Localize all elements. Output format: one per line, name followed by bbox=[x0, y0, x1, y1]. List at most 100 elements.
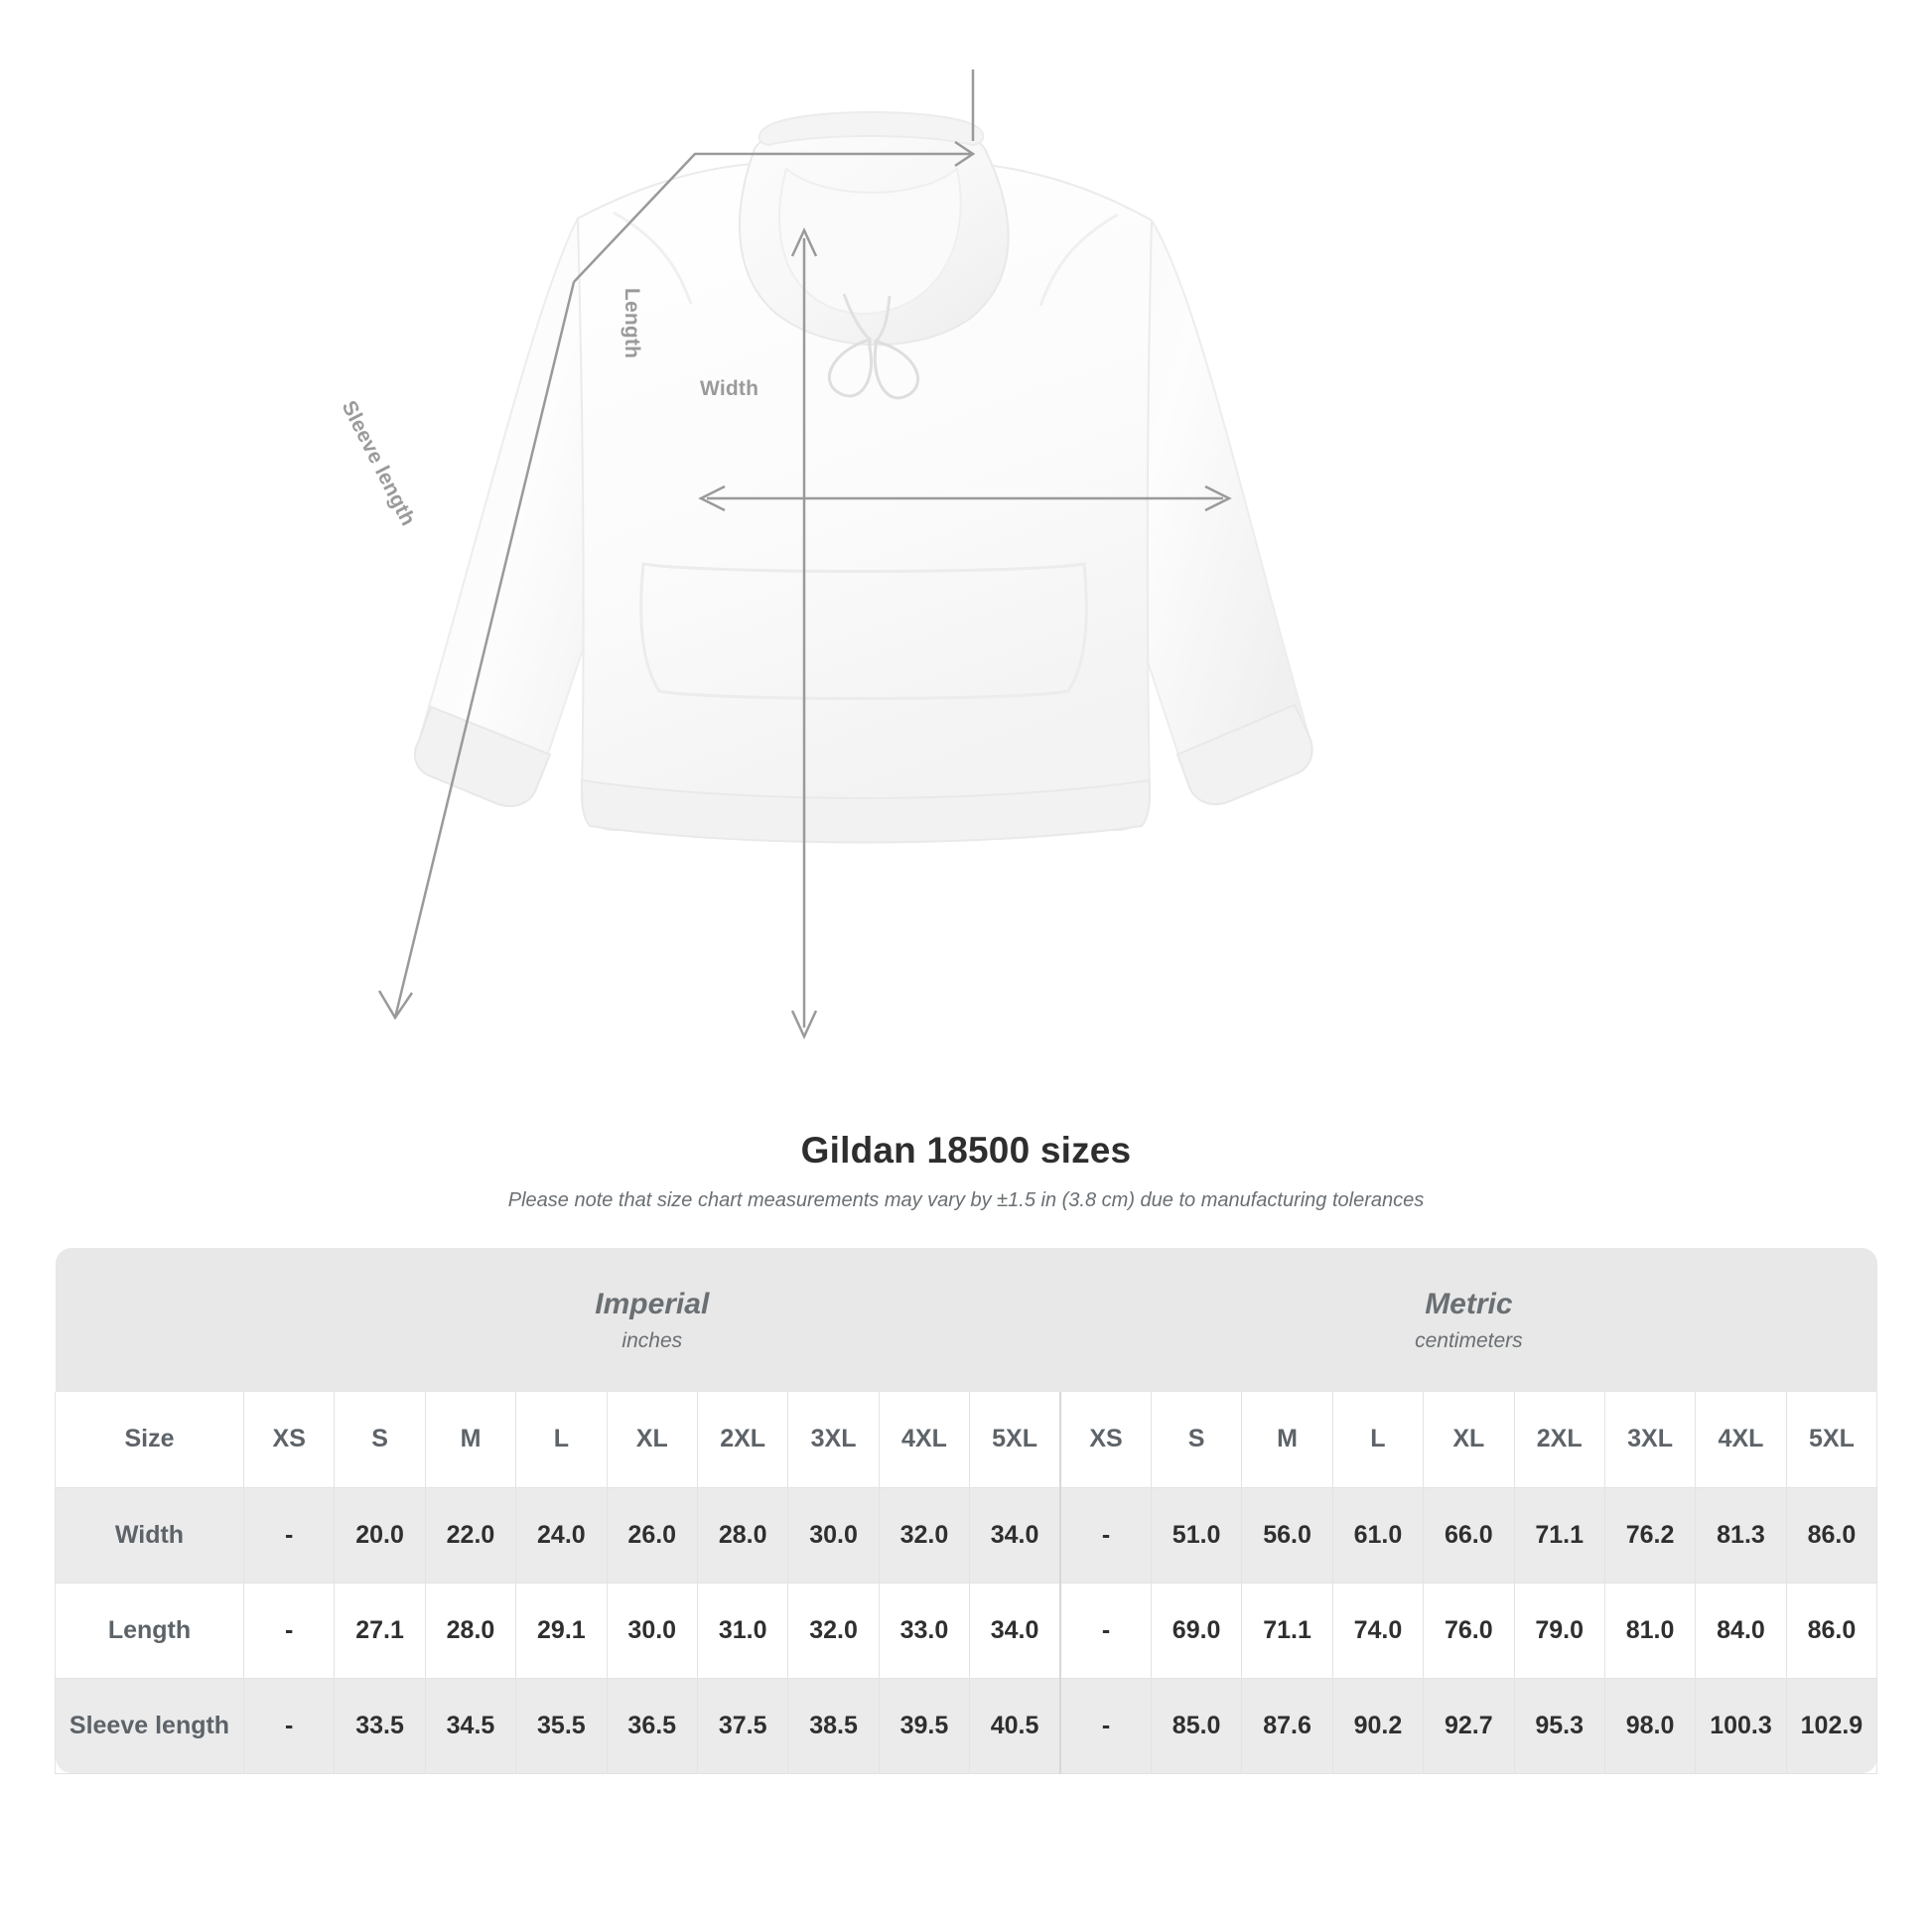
cell-width-imperial-xl: 26.0 bbox=[606, 1486, 698, 1584]
cell-width-imperial-m: 22.0 bbox=[424, 1486, 517, 1584]
cell-width-imperial-2xl: 28.0 bbox=[696, 1486, 789, 1584]
table-row: Sleeve length - 33.5 34.5 35.5 36.5 37.5… bbox=[55, 1677, 1878, 1774]
cell-length-imperial-m: 28.0 bbox=[424, 1582, 517, 1679]
cell-length-metric-2xl: 79.0 bbox=[1513, 1582, 1605, 1679]
cell-width-metric-xl: 66.0 bbox=[1423, 1486, 1515, 1584]
cell-width-metric-l: 61.0 bbox=[1331, 1486, 1425, 1584]
cell-width-imperial-4xl: 32.0 bbox=[878, 1486, 971, 1584]
cell-sleeve-metric-5xl: 102.9 bbox=[1785, 1677, 1878, 1774]
size-col-metric-3xl: 3XL bbox=[1603, 1392, 1697, 1488]
size-col-imperial-4xl: 4XL bbox=[878, 1392, 971, 1488]
cell-sleeve-metric-3xl: 98.0 bbox=[1603, 1677, 1697, 1774]
cell-sleeve-imperial-4xl: 39.5 bbox=[878, 1677, 971, 1774]
size-col-imperial-xl: XL bbox=[606, 1392, 698, 1488]
cell-length-imperial-4xl: 33.0 bbox=[878, 1582, 971, 1679]
width-dimension-label: Width bbox=[700, 377, 759, 400]
cell-width-imperial-3xl: 30.0 bbox=[787, 1486, 880, 1584]
unit-corner-spacer bbox=[55, 1248, 244, 1392]
cell-width-imperial-5xl: 34.0 bbox=[969, 1486, 1061, 1584]
arrow-head-length-bottom bbox=[790, 1010, 818, 1039]
cell-length-imperial-xs: - bbox=[242, 1582, 336, 1679]
arrow-head-sleeve-bottom bbox=[377, 990, 414, 1021]
cell-sleeve-imperial-xs: - bbox=[242, 1677, 336, 1774]
garment-diagram: Length Width Sleeve length bbox=[328, 69, 1400, 1039]
cell-length-metric-m: 71.1 bbox=[1241, 1582, 1333, 1679]
page-subtitle: Please note that size chart measurements… bbox=[507, 1189, 1425, 1211]
length-dimension-label: Length bbox=[621, 288, 643, 359]
unit-header-imperial: Imperial inches bbox=[243, 1248, 1061, 1392]
cell-sleeve-metric-l: 90.2 bbox=[1331, 1677, 1425, 1774]
size-col-metric-xl: XL bbox=[1423, 1392, 1515, 1488]
cell-width-imperial-xs: - bbox=[242, 1486, 336, 1584]
row-label-width: Width bbox=[55, 1486, 244, 1584]
size-col-metric-2xl: 2XL bbox=[1513, 1392, 1605, 1488]
cell-length-metric-l: 74.0 bbox=[1331, 1582, 1425, 1679]
cell-sleeve-metric-xl: 92.7 bbox=[1423, 1677, 1515, 1774]
size-col-metric-s: S bbox=[1150, 1392, 1243, 1488]
cell-sleeve-metric-xs: - bbox=[1059, 1677, 1152, 1774]
cell-length-metric-xs: - bbox=[1059, 1582, 1152, 1679]
row-label-length: Length bbox=[55, 1582, 244, 1679]
cell-length-imperial-2xl: 31.0 bbox=[696, 1582, 789, 1679]
cell-length-metric-5xl: 86.0 bbox=[1785, 1582, 1878, 1679]
cell-length-metric-xl: 76.0 bbox=[1423, 1582, 1515, 1679]
cell-length-metric-s: 69.0 bbox=[1150, 1582, 1243, 1679]
unit-header-metric: Metric centimeters bbox=[1060, 1248, 1877, 1392]
size-col-metric-4xl: 4XL bbox=[1695, 1392, 1787, 1488]
size-col-imperial-2xl: 2XL bbox=[696, 1392, 789, 1488]
size-col-metric-m: M bbox=[1241, 1392, 1333, 1488]
cell-width-imperial-s: 20.0 bbox=[334, 1486, 426, 1584]
cell-length-imperial-xl: 30.0 bbox=[606, 1582, 698, 1679]
cell-width-metric-s: 51.0 bbox=[1150, 1486, 1243, 1584]
cell-sleeve-metric-2xl: 95.3 bbox=[1513, 1677, 1605, 1774]
cell-sleeve-imperial-3xl: 38.5 bbox=[787, 1677, 880, 1774]
table-row: Width - 20.0 22.0 24.0 26.0 28.0 30.0 32… bbox=[55, 1486, 1878, 1584]
cell-length-metric-3xl: 81.0 bbox=[1603, 1582, 1697, 1679]
size-table: Imperial inches Metric centimeters Size … bbox=[55, 1248, 1878, 1774]
cell-width-metric-2xl: 71.1 bbox=[1513, 1486, 1605, 1584]
cell-sleeve-imperial-m: 34.5 bbox=[424, 1677, 517, 1774]
cell-width-metric-5xl: 86.0 bbox=[1785, 1486, 1878, 1584]
cell-width-metric-4xl: 81.3 bbox=[1695, 1486, 1787, 1584]
table-row: Length - 27.1 28.0 29.1 30.0 31.0 32.0 3… bbox=[55, 1582, 1878, 1679]
cell-width-imperial-l: 24.0 bbox=[515, 1486, 608, 1584]
unit-sub-metric: centimeters bbox=[1415, 1328, 1523, 1352]
unit-sub-imperial: inches bbox=[621, 1328, 683, 1352]
size-col-metric-xs: XS bbox=[1059, 1392, 1152, 1488]
size-col-imperial-s: S bbox=[334, 1392, 426, 1488]
size-col-metric-5xl: 5XL bbox=[1785, 1392, 1878, 1488]
cell-width-metric-m: 56.0 bbox=[1241, 1486, 1333, 1584]
cell-sleeve-imperial-5xl: 40.5 bbox=[969, 1677, 1061, 1774]
cell-length-imperial-s: 27.1 bbox=[334, 1582, 426, 1679]
size-col-imperial-3xl: 3XL bbox=[787, 1392, 880, 1488]
size-header-label: Size bbox=[55, 1392, 244, 1488]
size-col-imperial-xs: XS bbox=[242, 1392, 336, 1488]
cell-sleeve-metric-s: 85.0 bbox=[1150, 1677, 1243, 1774]
cell-width-metric-xs: - bbox=[1059, 1486, 1152, 1584]
size-table-wrapper: Imperial inches Metric centimeters Size … bbox=[55, 1248, 1878, 1774]
cell-length-metric-4xl: 84.0 bbox=[1695, 1582, 1787, 1679]
page-title: Gildan 18500 sizes bbox=[800, 1130, 1132, 1171]
unit-header-row: Imperial inches Metric centimeters bbox=[55, 1248, 1877, 1392]
size-col-imperial-l: L bbox=[515, 1392, 608, 1488]
cell-sleeve-metric-4xl: 100.3 bbox=[1695, 1677, 1787, 1774]
unit-name-imperial: Imperial bbox=[595, 1287, 710, 1320]
unit-name-metric: Metric bbox=[1425, 1287, 1513, 1320]
hoodie-illustration bbox=[328, 109, 1400, 864]
row-label-sleeve-length: Sleeve length bbox=[55, 1677, 244, 1774]
size-col-metric-l: L bbox=[1331, 1392, 1425, 1488]
cell-sleeve-imperial-l: 35.5 bbox=[515, 1677, 608, 1774]
cell-length-imperial-3xl: 32.0 bbox=[787, 1582, 880, 1679]
cell-sleeve-metric-m: 87.6 bbox=[1241, 1677, 1333, 1774]
size-col-imperial-5xl: 5XL bbox=[969, 1392, 1061, 1488]
cell-width-metric-3xl: 76.2 bbox=[1603, 1486, 1697, 1584]
size-header-row: Size XS S M L XL 2XL 3XL 4XL 5XL XS S M … bbox=[55, 1392, 1878, 1488]
cell-sleeve-imperial-s: 33.5 bbox=[334, 1677, 426, 1774]
cell-length-imperial-5xl: 34.0 bbox=[969, 1582, 1061, 1679]
cell-sleeve-imperial-xl: 36.5 bbox=[606, 1677, 698, 1774]
cell-sleeve-imperial-2xl: 37.5 bbox=[696, 1677, 789, 1774]
size-col-imperial-m: M bbox=[424, 1392, 517, 1488]
title-block: Gildan 18500 sizes Please note that size… bbox=[0, 1130, 1932, 1212]
cell-length-imperial-l: 29.1 bbox=[515, 1582, 608, 1679]
